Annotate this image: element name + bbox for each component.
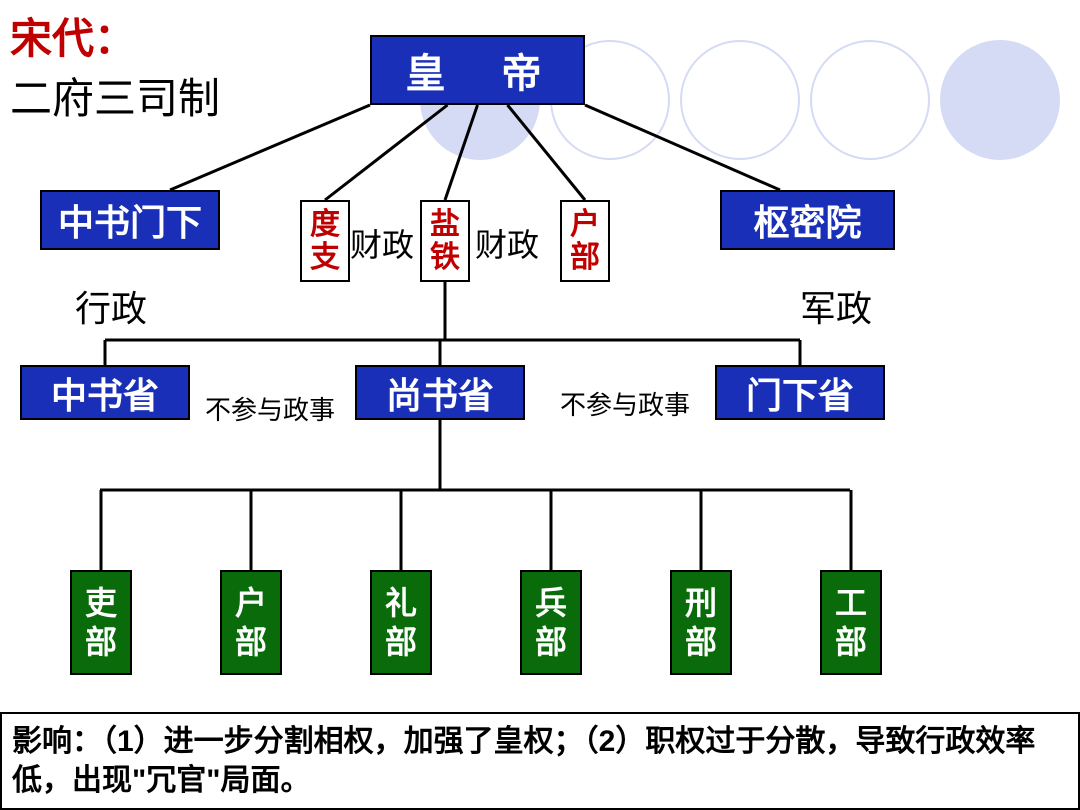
circle-4 (810, 40, 930, 160)
node-menxiasheng: 门下省 (715, 365, 885, 420)
label-caizheng-2: 财政 (475, 220, 539, 266)
node-dept-1: 户部 (220, 570, 282, 675)
label-junzheng: 军政 (800, 280, 872, 332)
node-dept-3: 兵部 (520, 570, 582, 675)
title-era: 宋代： (10, 5, 136, 66)
node-emperor: 皇 帝 (370, 35, 585, 105)
node-hubu: 户部 (560, 200, 610, 282)
footer-impact: 影响：（1）进一步分割相权，加强了皇权；（2）职权过于分散，导致行政效率低，出现… (0, 712, 1080, 810)
node-zhongshusheng: 中书省 (20, 365, 190, 420)
label-bucanyu-1: 不参与政事 (205, 390, 335, 427)
node-shangshusheng: 尚书省 (355, 365, 525, 420)
label-xingzheng: 行政 (75, 280, 147, 332)
node-duzhi: 度支 (300, 200, 350, 282)
node-dept-5: 工部 (820, 570, 882, 675)
node-yantie: 盐铁 (420, 200, 470, 282)
label-caizheng-1: 财政 (350, 220, 414, 266)
node-dept-0: 吏部 (70, 570, 132, 675)
label-bucanyu-2: 不参与政事 (560, 385, 690, 422)
circle-5 (940, 40, 1060, 160)
circle-3 (680, 40, 800, 160)
node-zhongshu-menxia: 中书门下 (40, 190, 220, 250)
title-system: 二府三司制 (10, 65, 220, 126)
node-shumiyuan: 枢密院 (720, 190, 895, 250)
node-dept-4: 刑部 (670, 570, 732, 675)
node-dept-2: 礼部 (370, 570, 432, 675)
